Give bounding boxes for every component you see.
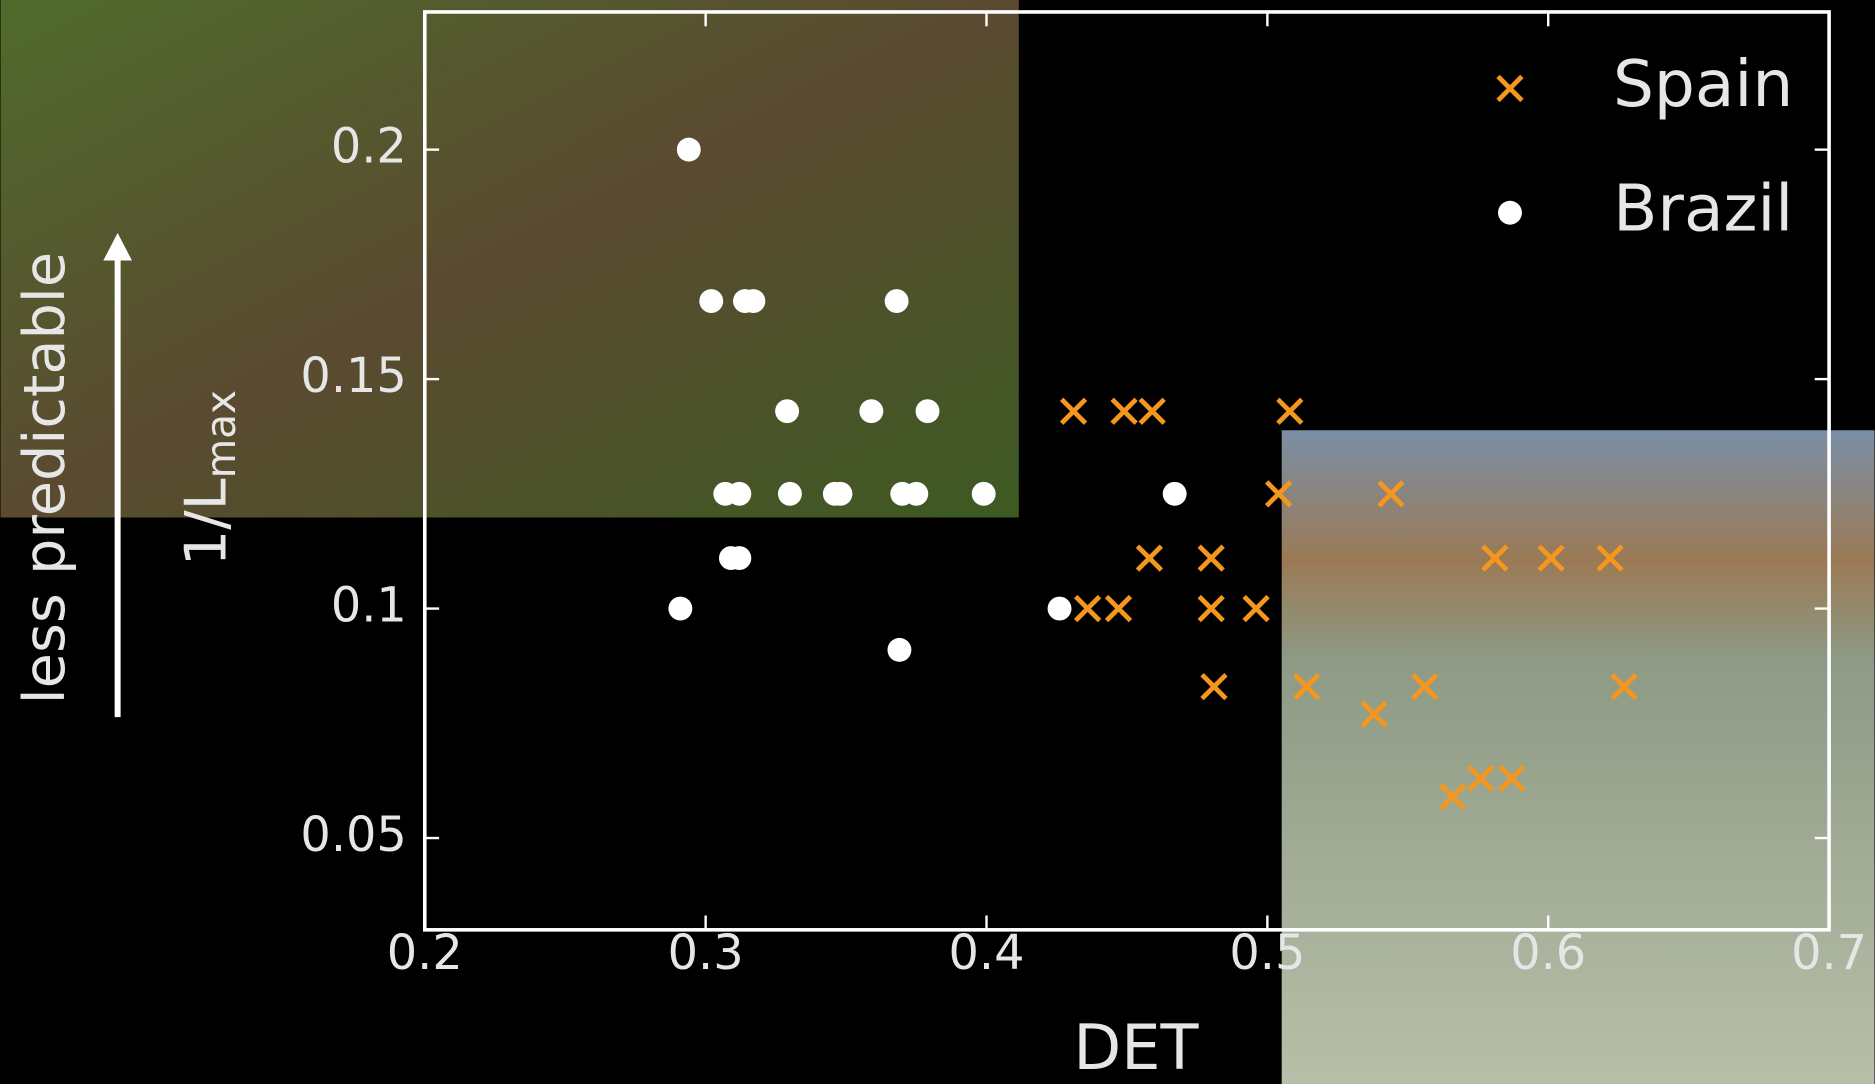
x-stroke: [1076, 597, 1100, 621]
chart: DET 1/Lmax less predictable 0.2 0.3 0.4 0.5…: [0, 0, 1875, 1084]
x-stroke: [1244, 597, 1268, 621]
x-stroke: [1112, 399, 1136, 423]
dot: [885, 289, 909, 313]
x-stroke: [1062, 399, 1086, 423]
x-tick-label: 0.6: [1510, 926, 1586, 981]
x-marker: [1140, 399, 1164, 423]
x-marker: [1199, 597, 1223, 621]
y-axis-label-sub: max: [197, 390, 245, 479]
dot: [741, 289, 765, 313]
dot: [727, 482, 751, 506]
legend-marker: [1498, 201, 1522, 225]
y-tick-label: 0.2: [331, 120, 407, 175]
y-tick-label: 0.15: [300, 349, 406, 404]
x-stroke: [1202, 675, 1226, 699]
x-marker: [1199, 546, 1223, 570]
x-marker: [1244, 597, 1268, 621]
dot: [727, 546, 751, 570]
y-axis-label-main: 1/L: [172, 478, 239, 566]
x-marker: [1112, 399, 1136, 423]
photo-field: [1, 0, 1019, 517]
dot: [1163, 482, 1187, 506]
annotation: less predictable: [11, 252, 78, 704]
dot: [916, 399, 940, 423]
x-stroke: [1199, 546, 1223, 570]
y-tick-label: 0.1: [331, 579, 407, 634]
dot: [778, 482, 802, 506]
x-tick-label: 0.5: [1229, 926, 1305, 981]
dot: [829, 482, 853, 506]
legend-label: Spain: [1613, 47, 1793, 122]
legend-marker: [1498, 76, 1522, 100]
dot: [1048, 597, 1072, 621]
x-tick-label: 0.3: [668, 926, 744, 981]
dot: [677, 138, 701, 162]
x-tick-label: 0.2: [387, 926, 463, 981]
x-marker: [1107, 597, 1131, 621]
photo-greenhouses: [1282, 430, 1875, 1084]
dot: [904, 482, 928, 506]
x-stroke: [1107, 597, 1131, 621]
x-marker: [1278, 399, 1302, 423]
x-axis-label: DET: [1073, 1011, 1199, 1084]
dot: [668, 597, 692, 621]
x-tick-label: 0.7: [1791, 926, 1867, 981]
dot: [887, 638, 911, 662]
dot: [972, 482, 996, 506]
dot: [775, 399, 799, 423]
x-marker: [1076, 597, 1100, 621]
x-stroke: [1498, 76, 1522, 100]
x-marker: [1137, 546, 1161, 570]
x-stroke: [1137, 546, 1161, 570]
x-stroke: [1278, 399, 1302, 423]
x-stroke: [1140, 399, 1164, 423]
x-marker: [1062, 399, 1086, 423]
y-tick-label: 0.05: [300, 808, 406, 863]
x-tick-label: 0.4: [948, 926, 1024, 981]
legend-label: Brazil: [1613, 171, 1793, 246]
x-marker: [1202, 675, 1226, 699]
x-stroke: [1199, 597, 1223, 621]
dot: [859, 399, 883, 423]
dot: [699, 289, 723, 313]
